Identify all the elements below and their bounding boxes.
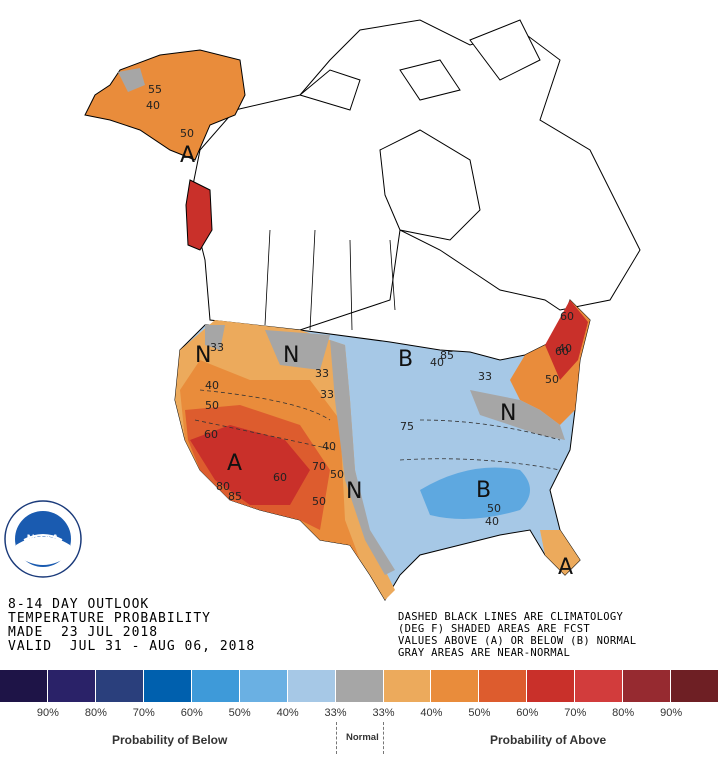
legend-swatch: [479, 670, 528, 702]
category-letter-above-alaska: A: [180, 143, 195, 168]
contour-label: 33: [210, 341, 224, 354]
legend-swatch: [335, 670, 384, 702]
contour-label: 40: [322, 440, 336, 453]
title-line: 8-14 DAY OUTLOOK: [8, 597, 150, 612]
contour-label: 40: [558, 342, 572, 355]
note-line: DASHED BLACK LINES ARE CLIMATOLOGY: [398, 611, 624, 623]
contour-label: 50: [545, 373, 559, 386]
legend-notes: DASHED BLACK LINES ARE CLIMATOLOGY (DEG F…: [398, 611, 636, 659]
normal-label: Normal: [346, 732, 379, 743]
legend-swatch: [431, 670, 480, 702]
normal-separator-right: [383, 722, 384, 754]
title-line: VALID JUL 31 - AUG 06, 2018: [8, 639, 256, 654]
legend-tick-label: 40%: [420, 707, 443, 719]
alaska-west-normal: [118, 68, 145, 92]
legend-swatch: [287, 670, 336, 702]
contour-label: 50: [312, 495, 326, 508]
legend-tick-label: 60%: [180, 707, 203, 719]
legend-tick-label: 90%: [36, 707, 59, 719]
contour-label: 50: [205, 399, 219, 412]
alaska-panhandle: [185, 179, 213, 251]
probability-above-label: Probability of Above: [490, 733, 607, 747]
category-letter-normal-nw: N: [195, 343, 211, 368]
category-letter-normal-north: N: [283, 343, 299, 368]
contour-label: 60: [273, 471, 287, 484]
legend-tick-label: 70%: [564, 707, 587, 719]
legend-swatch: [383, 670, 432, 702]
legend-swatch: [575, 670, 624, 702]
legend-swatch: [47, 670, 96, 702]
legend-swatch: [623, 670, 672, 702]
contour-label: 70: [312, 460, 326, 473]
contour-label: 33: [478, 370, 492, 383]
northeast-above-60: [545, 300, 588, 380]
arctic-islands: [298, 19, 541, 111]
contour-label: 60: [560, 310, 574, 323]
title-line: TEMPERATURE PROBABILITY: [8, 611, 212, 626]
legend-tick-label: 90%: [660, 707, 683, 719]
contour-label: 60: [555, 345, 569, 358]
legend-swatch: [191, 670, 240, 702]
hudson-bay-outline: [379, 129, 481, 241]
legend-swatch: [95, 670, 144, 702]
legend-tick-label: 80%: [612, 707, 635, 719]
contour-label: 40: [205, 379, 219, 392]
contour-label: 33: [320, 388, 334, 401]
note-line: GRAY AREAS ARE NEAR-NORMAL: [398, 647, 571, 659]
legend-swatch: [239, 670, 288, 702]
note-line: (DEG F) SHADED AREAS ARE FCST: [398, 623, 591, 635]
contour-label: 85: [440, 349, 454, 362]
category-letter-normal-plains: N: [346, 479, 362, 504]
probability-below-label: Probability of Below: [112, 733, 228, 747]
category-letter-above-florida: A: [558, 555, 573, 580]
legend-tick-label: 33%: [372, 707, 395, 719]
climatology-contours: [194, 389, 561, 471]
contour-label: 50: [180, 127, 194, 140]
southeast-below-50: [420, 467, 530, 519]
legend-swatch: [0, 670, 48, 702]
category-letter-above-west: A: [227, 451, 242, 476]
noaa-logo: NOAA: [4, 500, 82, 578]
legend-swatch: [143, 670, 192, 702]
west-above-60: [190, 425, 310, 505]
title-line: MADE 23 JUL 2018: [8, 625, 159, 640]
legend-swatch: [671, 670, 719, 702]
legend-tick-label: 50%: [468, 707, 491, 719]
outlook-map: A N N B A N B N A 55 40 50 33 40 50 60 8…: [84, 19, 641, 601]
legend-tick-label: 70%: [132, 707, 155, 719]
contour-label: 50: [487, 502, 501, 515]
legend-swatch: [527, 670, 576, 702]
northwest-normal: [205, 325, 330, 370]
note-line: VALUES ABOVE (A) OR BELOW (B) NORMAL: [398, 635, 637, 647]
outlook-title-block: 8-14 DAY OUTLOOK TEMPERATURE PROBABILITY M…: [8, 598, 255, 654]
contour-label: 40: [146, 99, 160, 112]
florida-above: [540, 530, 580, 575]
contour-label: 80: [216, 480, 230, 493]
province-lines: [264, 229, 396, 331]
legend-tick-label: 80%: [84, 707, 107, 719]
contour-label: 50: [330, 468, 344, 481]
contour-label: 40: [430, 356, 444, 369]
category-letter-normal-east: N: [500, 401, 516, 426]
category-letter-below-southeast: B: [476, 478, 491, 503]
legend-tick-label: 60%: [516, 707, 539, 719]
contour-label: 40: [485, 515, 499, 528]
probability-color-legend: [0, 670, 719, 702]
legend-tick-label: 40%: [276, 707, 299, 719]
contour-label: 60: [204, 428, 218, 441]
contour-label: 85: [228, 490, 242, 503]
category-letter-below-north: B: [398, 347, 413, 372]
legend-tick-label: 50%: [228, 707, 251, 719]
plains-normal-band: [330, 340, 395, 575]
legend-tick-label: 33%: [324, 707, 347, 719]
normal-separator-left: [336, 722, 337, 754]
noaa-logo-text: NOAA: [27, 533, 59, 545]
contour-label: 33: [315, 367, 329, 380]
east-normal-band: [470, 390, 565, 440]
probability-tick-labels: 90% 80% 70% 60% 50% 40% 33% 33% 40% 50% 60% 70% 80% 9…: [0, 707, 719, 721]
contour-label: 75: [400, 420, 414, 433]
contour-label: 55: [148, 83, 162, 96]
